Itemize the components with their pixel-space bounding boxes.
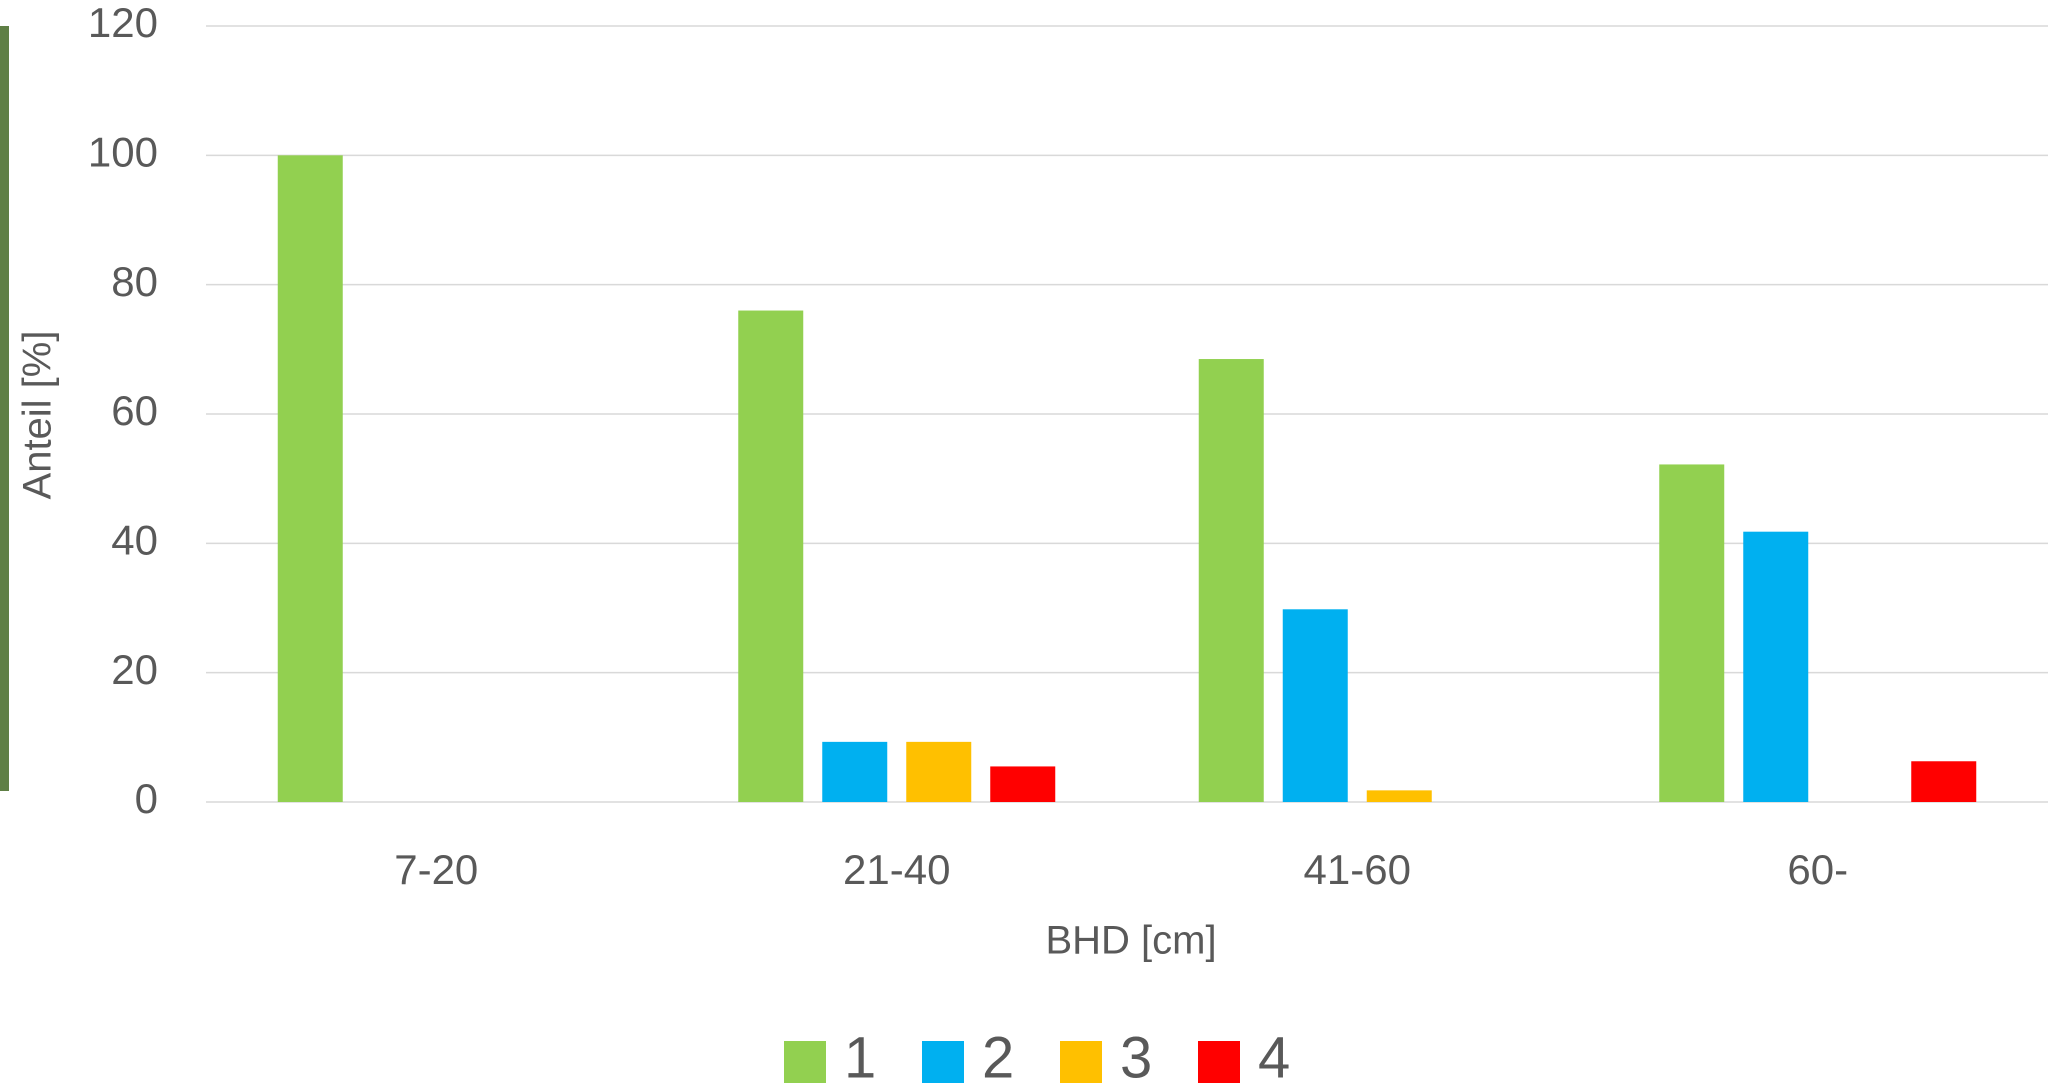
legend-label: 3 — [1120, 1025, 1152, 1087]
bar — [1366, 790, 1432, 802]
legend-label: 1 — [844, 1025, 876, 1087]
background-photo-strip — [0, 26, 9, 791]
legend-swatch — [922, 1041, 964, 1083]
y-tick-label: 40 — [111, 516, 158, 563]
y-tick-label: 80 — [111, 258, 158, 305]
x-tick-label: 60- — [1787, 846, 1848, 893]
y-tick-label: 20 — [111, 646, 158, 693]
legend-swatch — [784, 1041, 826, 1083]
bar — [738, 310, 804, 802]
legend-label: 2 — [982, 1025, 1014, 1087]
bar — [1282, 609, 1348, 802]
legend-swatch — [1198, 1041, 1240, 1083]
bar — [1198, 359, 1264, 802]
y-tick-label: 120 — [88, 0, 158, 46]
x-tick-label: 7-20 — [394, 846, 478, 893]
bar — [277, 155, 343, 803]
bar — [1743, 531, 1809, 802]
y-tick-label: 60 — [111, 387, 158, 434]
bar — [990, 766, 1056, 802]
legend-swatch — [1060, 1041, 1102, 1083]
bar — [1911, 761, 1977, 802]
x-tick-label: 41-60 — [1304, 846, 1411, 893]
x-tick-label: 21-40 — [843, 846, 950, 893]
y-tick-label: 100 — [88, 128, 158, 175]
bar — [906, 741, 972, 802]
y-axis-title: Anteil [%] — [16, 331, 60, 500]
bar — [822, 741, 888, 802]
bar — [1659, 464, 1725, 802]
x-axis-title: BHD [cm] — [1045, 919, 1216, 963]
y-tick-label: 0 — [135, 775, 158, 822]
legend-label: 4 — [1258, 1025, 1290, 1087]
